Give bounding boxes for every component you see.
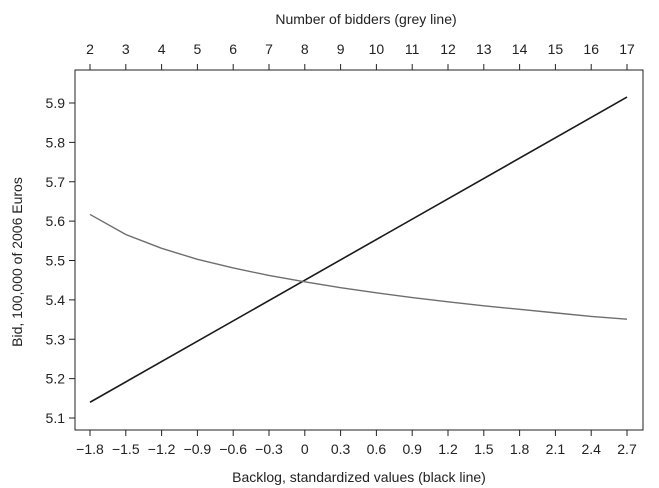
y-tick-label: 5.7 xyxy=(46,174,66,190)
x2-tick-label: 8 xyxy=(301,41,309,57)
x-tick-label: −1.2 xyxy=(148,441,176,457)
x2-tick-label: 16 xyxy=(583,41,599,57)
x2-tick-label: 17 xyxy=(619,41,635,57)
x-tick-label: 0 xyxy=(301,441,309,457)
series-line-black xyxy=(89,96,628,403)
x-tick-label: 1.2 xyxy=(438,441,458,457)
x-tick-label: 1.5 xyxy=(474,441,494,457)
x2-tick-label: 7 xyxy=(265,41,273,57)
y-tick-label: 5.4 xyxy=(46,292,66,308)
x2-tick-label: 12 xyxy=(440,41,456,57)
y-axis-title: Bid, 100,000 of 2006 Euros xyxy=(9,177,25,347)
x2-axis-title: Number of bidders (grey line) xyxy=(275,11,456,27)
x-tick-label: 2.4 xyxy=(581,441,601,457)
series-line-grey xyxy=(89,213,628,320)
x2-tick-label: 3 xyxy=(122,41,130,57)
x-tick-label: −0.3 xyxy=(255,441,283,457)
x-tick-label: −1.5 xyxy=(112,441,140,457)
plot-frame xyxy=(74,69,644,431)
x-tick-label: 2.7 xyxy=(617,441,637,457)
y-tick-label: 5.9 xyxy=(46,95,66,111)
x2-tick-label: 13 xyxy=(476,41,492,57)
y-tick-label: 5.8 xyxy=(46,134,66,150)
x2-tick-label: 11 xyxy=(405,41,420,57)
x2-tick-label: 15 xyxy=(548,41,564,57)
x2-tick-label: 6 xyxy=(229,41,237,57)
x-tick-label: 0.9 xyxy=(402,441,422,457)
top-axis: 2 3 4 5 6 7 8 9 10 11 12 13 14 15 16 17 xyxy=(86,41,635,70)
x2-tick-label: 2 xyxy=(86,41,94,57)
x-tick-label: −1.8 xyxy=(76,441,104,457)
series-layer xyxy=(89,96,628,403)
y-tick-label: 5.3 xyxy=(46,331,66,347)
x2-tick-label: 4 xyxy=(158,41,166,57)
x-axis-title: Backlog, standardized values (black line… xyxy=(232,469,486,485)
left-axis: 5.1 5.2 5.3 5.4 5.5 5.6 5.7 5.8 5.9 xyxy=(46,95,75,426)
y-tick-label: 5.1 xyxy=(46,410,66,426)
x-tick-label: −0.9 xyxy=(184,441,212,457)
x-tick-label: 1.8 xyxy=(510,441,530,457)
bottom-axis: −1.8 −1.5 −1.2 −0.9 −0.6 −0.3 0 0.3 0.6 0.9 1.2 1.5… xyxy=(76,430,637,457)
x2-tick-label: 5 xyxy=(194,41,202,57)
y-tick-label: 5.2 xyxy=(46,371,66,387)
x-tick-label: 0.3 xyxy=(331,441,351,457)
x-tick-label: 0.6 xyxy=(367,441,387,457)
x-tick-label: 2.1 xyxy=(546,441,566,457)
x2-tick-label: 9 xyxy=(337,41,345,57)
x2-tick-label: 14 xyxy=(512,41,528,57)
x-tick-label: −0.6 xyxy=(219,441,247,457)
y-tick-label: 5.6 xyxy=(46,213,66,229)
y-tick-label: 5.5 xyxy=(46,253,66,269)
x2-tick-label: 10 xyxy=(369,41,385,57)
